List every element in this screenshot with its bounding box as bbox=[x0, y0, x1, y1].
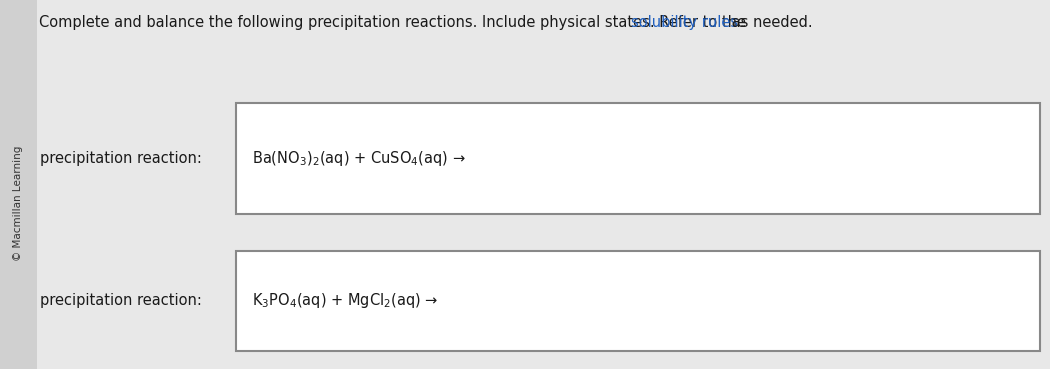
Text: © Macmillan Learning: © Macmillan Learning bbox=[13, 145, 23, 261]
FancyBboxPatch shape bbox=[0, 0, 37, 369]
Text: solubility rules: solubility rules bbox=[630, 15, 738, 30]
Text: precipitation reaction:: precipitation reaction: bbox=[40, 293, 202, 308]
FancyBboxPatch shape bbox=[236, 103, 1040, 214]
Text: Ba(NO$_3$)$_2$(aq) + CuSO$_4$(aq) →: Ba(NO$_3$)$_2$(aq) + CuSO$_4$(aq) → bbox=[252, 149, 465, 168]
Text: precipitation reaction:: precipitation reaction: bbox=[40, 151, 202, 166]
Text: Complete and balance the following precipitation reactions. Include physical sta: Complete and balance the following preci… bbox=[39, 15, 751, 30]
Text: K$_3$PO$_4$(aq) + MgCl$_2$(aq) →: K$_3$PO$_4$(aq) + MgCl$_2$(aq) → bbox=[252, 291, 439, 310]
Text: as needed.: as needed. bbox=[727, 15, 813, 30]
FancyBboxPatch shape bbox=[236, 251, 1040, 351]
